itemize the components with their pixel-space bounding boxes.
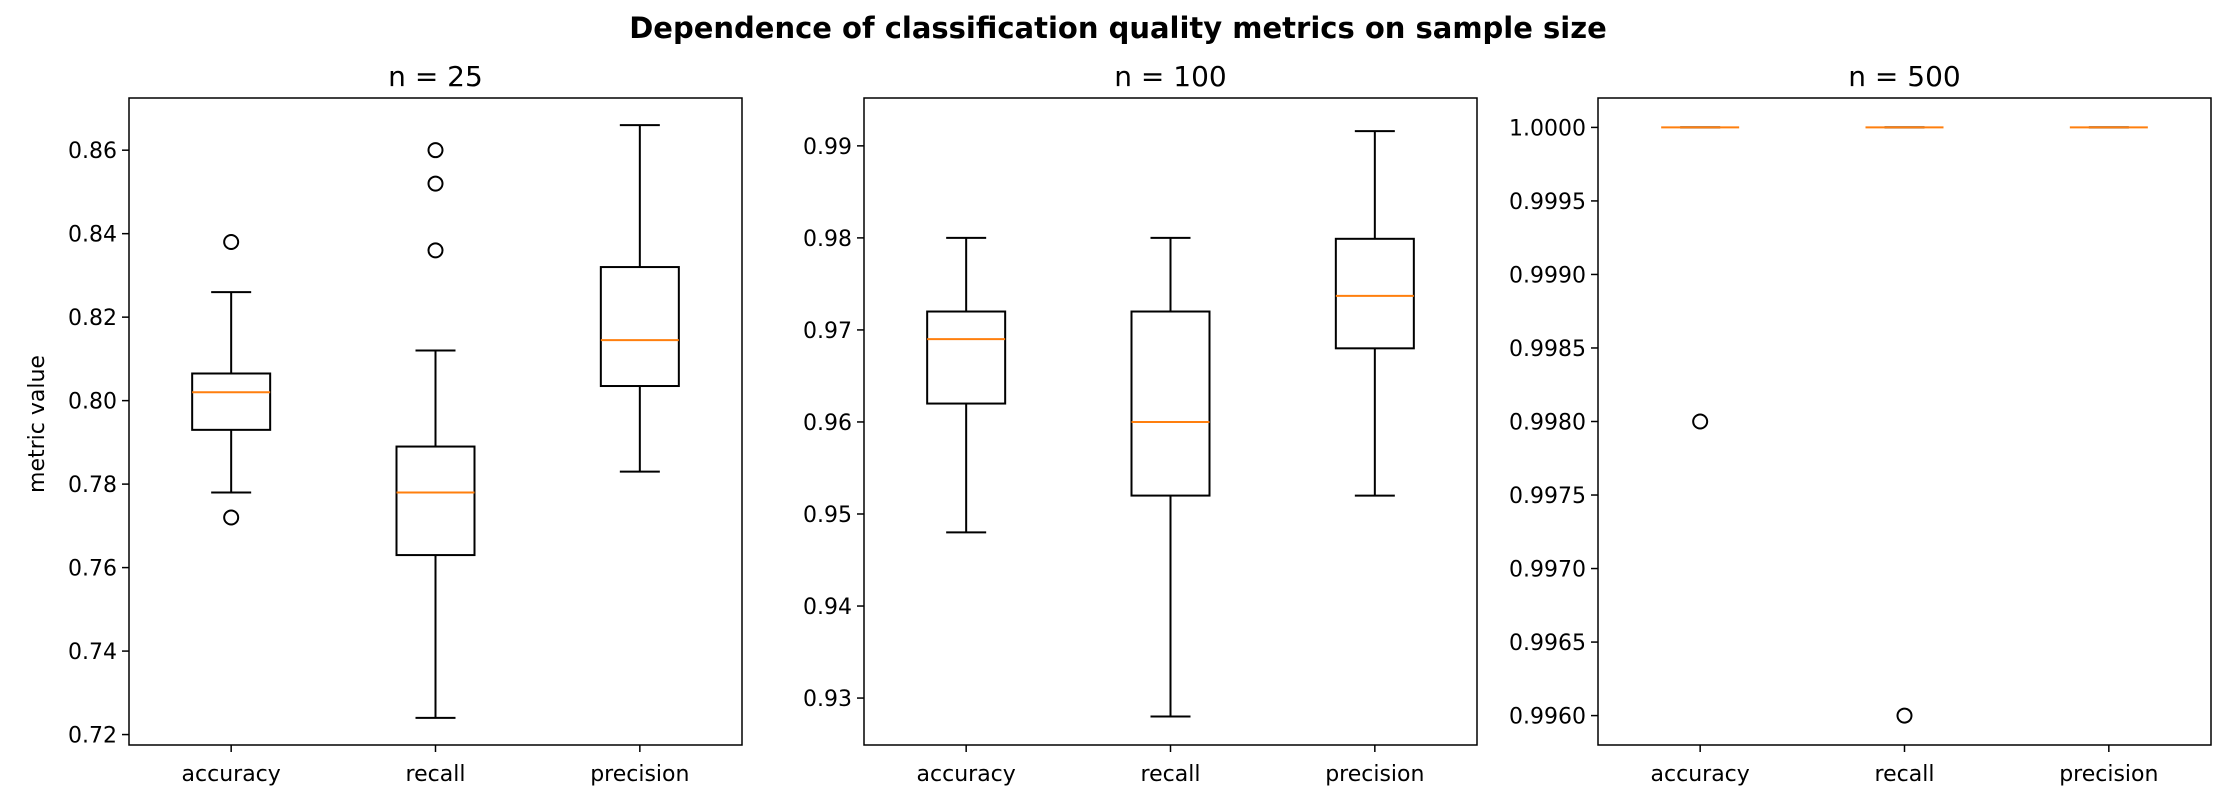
iqr-box <box>926 310 1007 405</box>
x-tick-label: recall <box>1875 762 1935 787</box>
panel-title: n = 25 <box>388 60 483 93</box>
box-recall <box>1130 236 1211 718</box>
x-tick-label: accuracy <box>182 762 281 787</box>
iqr-box <box>1334 237 1415 350</box>
box-accuracy <box>926 236 1007 534</box>
outlier-point <box>1692 413 1709 430</box>
outlier-point <box>223 234 240 251</box>
y-tick-label: 0.9985 <box>1509 337 1586 362</box>
x-tick-label: precision <box>1325 762 1424 787</box>
y-tick-label: 0.9995 <box>1509 190 1586 215</box>
outlier-point <box>427 142 444 159</box>
box-accuracy <box>1661 126 1740 430</box>
box-recall <box>395 142 476 719</box>
y-tick-label: 0.97 <box>803 319 852 344</box>
x-tick-label: recall <box>1141 762 1201 787</box>
y-tick-label: 0.86 <box>68 139 117 164</box>
outlier-point <box>1896 707 1913 724</box>
x-tick-label: precision <box>2059 762 2158 787</box>
outlier-point <box>223 509 240 526</box>
outlier-point <box>427 175 444 192</box>
axes-frame <box>1597 97 2212 746</box>
panels: n = 25 0.72 0.74 0.76 0.78 0.80 0.82 0.84 0.86 ac… <box>68 60 2212 787</box>
box-precision <box>599 124 680 473</box>
y-tick-label: 0.78 <box>68 473 117 498</box>
y-tick-label: 0.72 <box>68 724 117 749</box>
panel-2: n = 100 0.93 0.94 0.95 0.96 0.97 0.98 0.99 accur… <box>803 60 1478 787</box>
iqr-box <box>395 445 476 557</box>
y-axis-label: metric value <box>25 355 50 493</box>
y-tick-label: 0.9990 <box>1509 263 1586 288</box>
axes-frame <box>863 97 1478 746</box>
y-tick-label: 0.84 <box>68 223 117 248</box>
y-tick-label: 0.74 <box>68 640 117 665</box>
y-tick-label: 0.98 <box>803 227 852 252</box>
iqr-box <box>1130 310 1211 497</box>
y-tick-label: 1.0000 <box>1509 116 1586 141</box>
iqr-box <box>191 372 272 431</box>
box-recall <box>1865 126 1944 724</box>
x-tick-label: precision <box>590 762 689 787</box>
iqr-box <box>599 266 680 388</box>
y-tick-label: 0.93 <box>803 687 852 712</box>
panel-1: n = 25 0.72 0.74 0.76 0.78 0.80 0.82 0.84 0.86 ac… <box>68 60 743 787</box>
panel-3: n = 500 0.9960 0.9965 0.9970 0.9975 0.9980 0.9… <box>1509 60 2212 787</box>
box-precision <box>1334 130 1415 497</box>
x-tick-label: accuracy <box>917 762 1016 787</box>
y-tick-label: 0.76 <box>68 557 117 582</box>
x-tick-label: accuracy <box>1651 762 1750 787</box>
y-tick-label: 0.82 <box>68 306 117 331</box>
y-tick-label: 0.9960 <box>1509 705 1586 730</box>
y-tick-label: 0.9970 <box>1509 558 1586 583</box>
outlier-point <box>427 242 444 259</box>
y-tick-label: 0.96 <box>803 411 852 436</box>
y-tick-label: 0.9965 <box>1509 631 1586 656</box>
y-tick-label: 0.94 <box>803 595 852 620</box>
y-tick-label: 0.9975 <box>1509 484 1586 509</box>
y-tick-label: 0.80 <box>68 390 117 415</box>
panel-title: n = 500 <box>1848 60 1960 93</box>
y-tick-label: 0.95 <box>803 503 852 528</box>
axes-frame <box>128 97 743 746</box>
x-tick-label: recall <box>406 762 466 787</box>
box-accuracy <box>191 234 272 526</box>
y-tick-label: 0.9980 <box>1509 411 1586 436</box>
y-tick-label: 0.99 <box>803 135 852 160</box>
figure-title: Dependence of classification quality met… <box>629 11 1607 45</box>
panel-title: n = 100 <box>1114 60 1226 93</box>
